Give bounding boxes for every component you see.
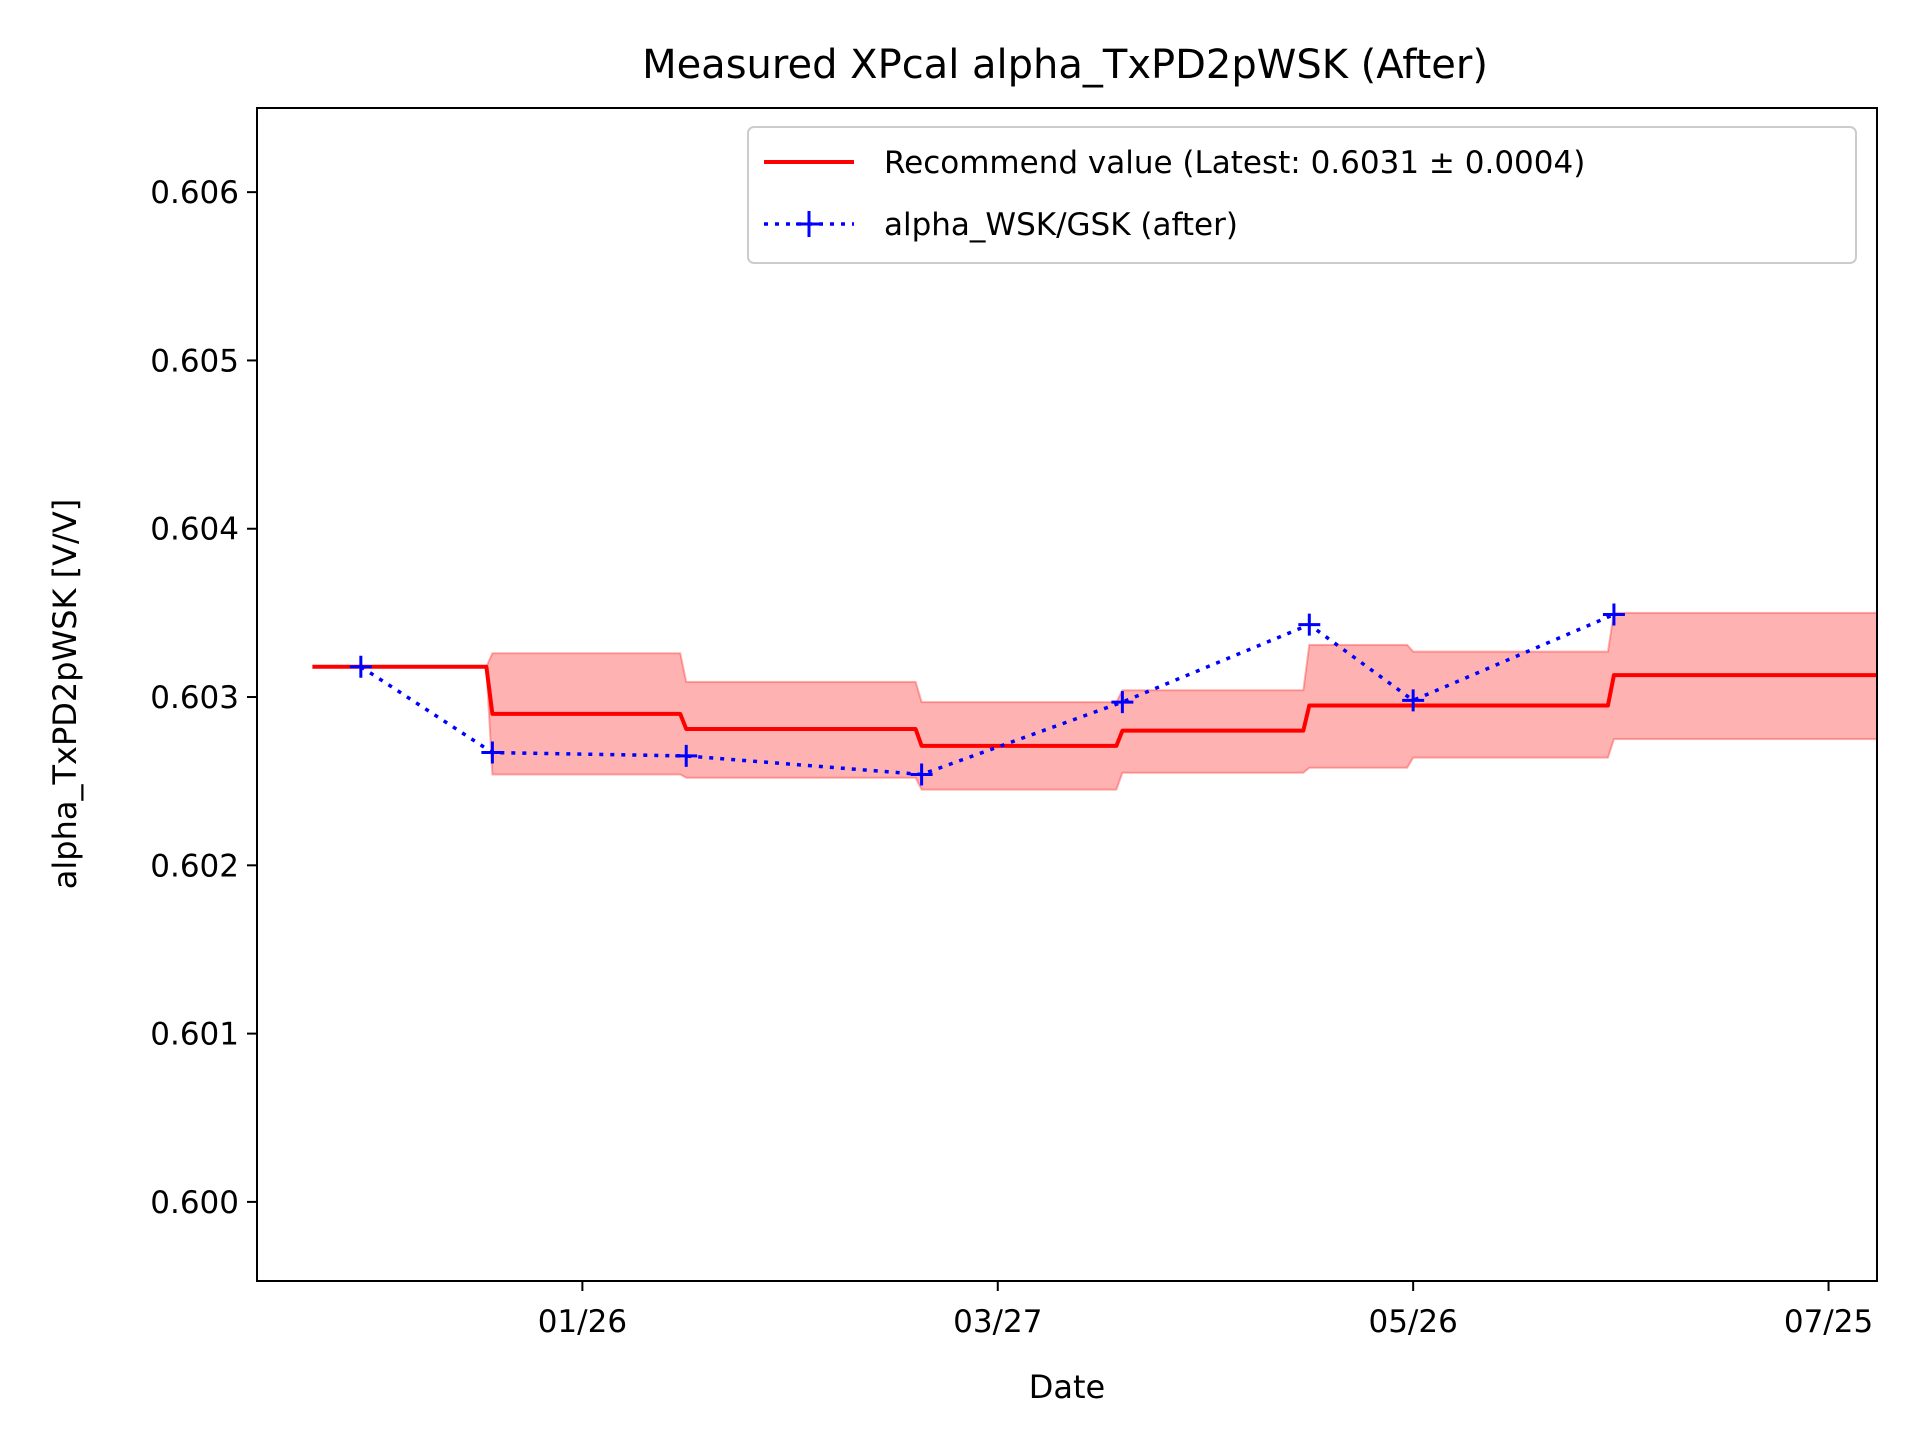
measured-point — [1402, 689, 1425, 712]
measured-point — [481, 741, 504, 764]
recommend-step-line — [312, 664, 1877, 748]
measured-series — [349, 603, 1625, 786]
plot-area — [312, 603, 1878, 791]
chart-title: Measured XPcal alpha_TxPD2pWSK (After) — [642, 42, 1488, 88]
x-tick-label: 05/26 — [1368, 1304, 1457, 1340]
legend-marker-measured — [796, 211, 822, 237]
y-tick-label: 0.604 — [150, 512, 239, 548]
y-axis-label: alpha_TxPD2pWSK [V/V] — [46, 499, 84, 889]
y-tick-label: 0.606 — [150, 175, 239, 211]
measured-point — [675, 744, 698, 767]
measured-point — [349, 655, 372, 678]
legend-label-recommend: Recommend value (Latest: 0.6031 ± 0.0004… — [884, 145, 1585, 181]
x-tick-label: 01/26 — [538, 1304, 627, 1340]
y-tick-label: 0.603 — [150, 680, 239, 716]
measured-point — [1298, 613, 1321, 636]
y-axis: 0.600 0.601 0.602 0.603 0.604 0.605 0.606 — [150, 175, 257, 1221]
x-tick-label: 03/27 — [953, 1304, 1042, 1340]
y-tick-label: 0.600 — [150, 1185, 239, 1221]
legend-box — [747, 126, 1857, 264]
y-tick-label: 0.601 — [150, 1017, 239, 1053]
measured-point — [1602, 603, 1625, 626]
plot-frame — [256, 107, 1878, 1282]
recommend-series — [312, 664, 1877, 748]
y-tick-label: 0.605 — [150, 343, 239, 379]
x-axis: 01/26 03/27 05/26 07/25 — [538, 1281, 1873, 1340]
legend-label-measured: alpha_WSK/GSK (after) — [884, 207, 1238, 243]
x-axis-label: Date — [1029, 1368, 1105, 1406]
legend: Recommend value (Latest: 0.6031 ± 0.0004… — [747, 126, 1857, 264]
x-tick-label: 07/25 — [1784, 1304, 1873, 1340]
y-tick-label: 0.602 — [150, 848, 239, 884]
measured-point — [910, 763, 933, 786]
measured-line — [359, 612, 1615, 777]
measured-point — [1111, 691, 1134, 714]
